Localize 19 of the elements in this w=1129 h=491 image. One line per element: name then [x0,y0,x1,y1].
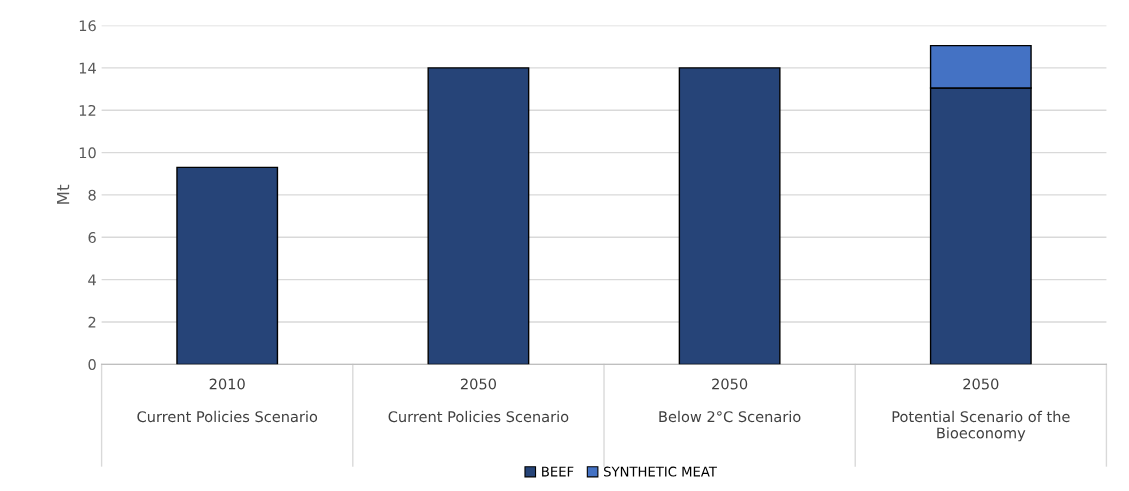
y-tick-label: 8 [88,189,96,201]
y-tick-label: 6 [88,231,96,244]
bar [678,67,781,365]
y-tick-label: 10 [79,147,96,159]
bar [176,166,279,365]
bar [427,67,530,365]
category-label: 2010 Current Policies Scenario [137,378,318,423]
y-tick-label: 2 [88,316,96,328]
category-label: 2050 Potential Scenario of the Bioeconomy [892,378,1070,442]
category-label: 2050 Current Policies Scenario [388,378,569,423]
y-tick-label: 16 [79,20,96,32]
y-tick-label: 0 [88,359,96,371]
y-axis-title: Mt [57,184,70,204]
y-tick-label: 12 [79,104,96,116]
legend-label: SYNTHETIC MEAT [604,466,717,477]
y-tick-label: 4 [88,274,96,286]
category-label: 2050 Below 2°C Scenario [659,378,801,423]
y-tick-label: 14 [79,62,96,74]
legend-label: BEEF [542,466,574,477]
